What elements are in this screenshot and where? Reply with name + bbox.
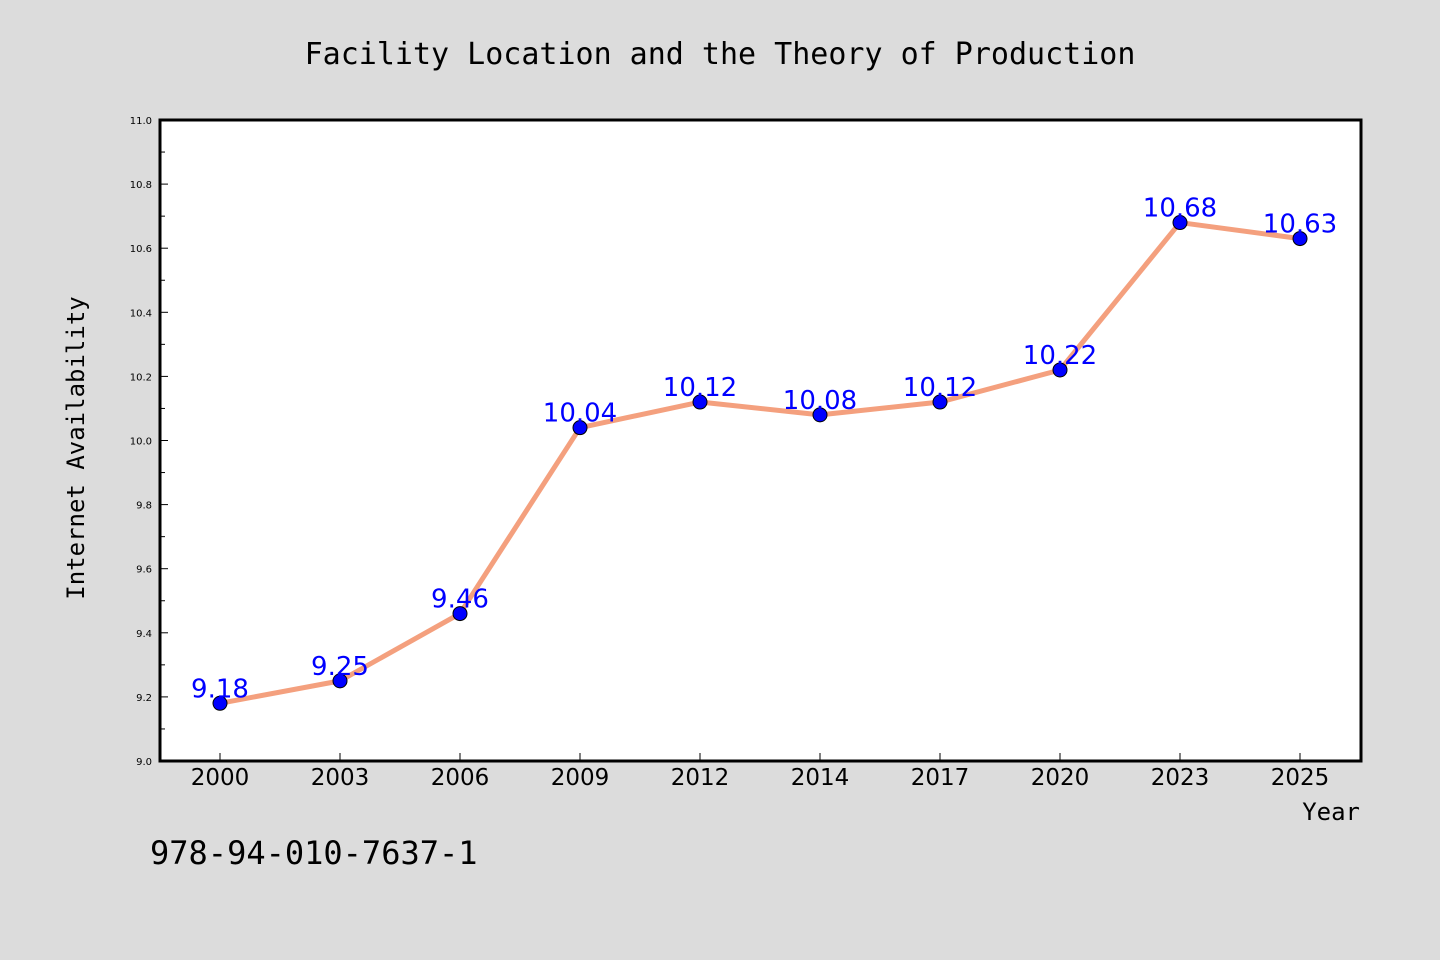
y-tick-label: 10.4 bbox=[130, 308, 152, 319]
x-tick-label: 2006 bbox=[431, 765, 490, 791]
data-label: 9.46 bbox=[431, 585, 489, 615]
data-point bbox=[212, 695, 228, 711]
data-point bbox=[572, 420, 588, 436]
y-tick-label: 10.2 bbox=[130, 372, 152, 383]
y-tick-label: 10.8 bbox=[130, 180, 152, 191]
y-tick-label: 10.6 bbox=[130, 244, 152, 255]
y-axis-label: Internet Availability bbox=[62, 296, 90, 599]
x-tick-label: 2025 bbox=[1271, 765, 1330, 791]
data-point bbox=[332, 673, 348, 689]
x-tick-label: 2003 bbox=[311, 765, 370, 791]
footer-code: 978-94-010-7637-1 bbox=[150, 834, 478, 872]
chart-title: Facility Location and the Theory of Prod… bbox=[305, 37, 1136, 72]
x-tick-label: 2012 bbox=[671, 765, 730, 791]
x-tick-label: 2017 bbox=[911, 765, 970, 791]
x-tick-label: 2023 bbox=[1151, 765, 1210, 791]
data-label: 9.25 bbox=[311, 652, 369, 682]
data-label: 10.08 bbox=[783, 386, 857, 416]
data-point bbox=[812, 407, 828, 423]
y-tick-label: 9.4 bbox=[136, 629, 152, 640]
x-tick-label: 2009 bbox=[551, 765, 610, 791]
data-point bbox=[1292, 231, 1308, 247]
data-label: 10.63 bbox=[1263, 210, 1337, 240]
data-point bbox=[1172, 215, 1188, 231]
data-label: 10.04 bbox=[543, 399, 617, 429]
y-tick-label: 10.0 bbox=[130, 437, 152, 448]
series-group: 9.18 9.25 9.46 10.04 10.12 10.08 10.12 10.22 10.… bbox=[191, 194, 1337, 711]
data-label: 10.68 bbox=[1143, 194, 1217, 224]
series-line bbox=[219, 220, 1301, 706]
y-tick-label: 9.8 bbox=[136, 501, 152, 512]
y-axis: 9.0 9.2 9.4 9.6 9.8 10.0 10.2 10.4 10.6 10.8 11.0 bbox=[130, 116, 168, 768]
y-tick-label: 9.0 bbox=[136, 757, 152, 768]
x-axis-label: Year bbox=[1302, 798, 1360, 826]
x-axis: 2000 2003 2006 2009 2012 2014 2017 2020 2023 2025 bbox=[191, 753, 1330, 791]
data-point bbox=[692, 394, 708, 410]
data-point bbox=[932, 394, 948, 410]
x-tick-label: 2014 bbox=[791, 765, 850, 791]
data-label: 10.12 bbox=[903, 373, 977, 403]
data-point bbox=[1052, 362, 1068, 378]
y-tick-label: 9.2 bbox=[136, 693, 152, 704]
x-tick-label: 2000 bbox=[191, 765, 250, 791]
y-tick-label: 9.6 bbox=[136, 565, 152, 576]
data-label: 10.22 bbox=[1023, 341, 1097, 371]
data-label: 9.18 bbox=[191, 674, 249, 704]
y-tick-label: 11.0 bbox=[130, 116, 152, 127]
x-tick-label: 2020 bbox=[1031, 765, 1090, 791]
data-point bbox=[452, 606, 468, 622]
plot-area bbox=[158, 118, 1363, 763]
data-label: 10.12 bbox=[663, 373, 737, 403]
